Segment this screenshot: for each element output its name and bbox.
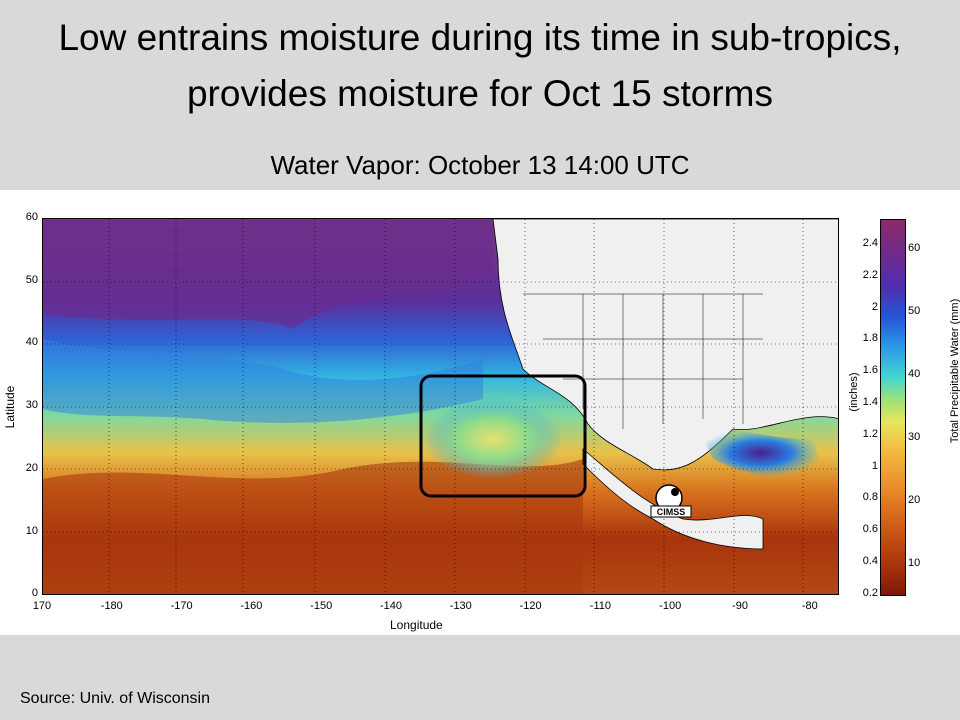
slide-title: Low entrains moisture during its time in… — [58, 17, 902, 114]
subtropical-low-moisture — [423, 399, 563, 479]
cimss-logo: CIMSS — [645, 482, 697, 520]
source-credit: Source: Univ. of Wisconsin — [20, 690, 210, 707]
x-tick-label: -160 — [240, 600, 263, 612]
colorbar-inch-tick: 0.2 — [862, 586, 878, 599]
mexico-central-america-land — [582, 448, 764, 550]
x-tick-label: -180 — [100, 600, 123, 612]
colorbar-mm-tick: 30 — [908, 431, 921, 443]
colorbar-inch-tick: 2 — [871, 300, 878, 313]
y-tick-label: 50 — [25, 273, 38, 286]
colorbar-inch-tick: 0.8 — [862, 491, 878, 504]
x-tick-label: -110 — [589, 600, 611, 612]
x-axis-label: Longitude — [390, 618, 443, 632]
colorbar-inch-tick: 1.8 — [862, 332, 878, 345]
colorbar-mm-tick: 50 — [908, 305, 921, 317]
y-tick-label: 30 — [25, 399, 38, 412]
y-tick-label: 20 — [25, 461, 38, 474]
colorbar-inch-tick: 0.4 — [862, 555, 878, 567]
x-tick-label: -150 — [310, 600, 333, 612]
x-tick-label: -80 — [801, 600, 818, 612]
x-tick-label: 170 — [32, 600, 52, 612]
colorbar — [880, 219, 906, 596]
logo-text: CIMSS — [657, 507, 686, 517]
x-tick-label: -130 — [449, 600, 472, 612]
water-vapor-map — [42, 218, 839, 595]
y-tick-label: 10 — [25, 524, 38, 537]
colorbar-inch-tick: 0.6 — [862, 523, 878, 536]
x-tick-label: -140 — [379, 600, 403, 612]
x-tick-label: -120 — [519, 600, 542, 612]
colorbar-mm-tick: 40 — [908, 368, 921, 380]
x-tick-label: -100 — [659, 600, 682, 612]
colorbar-inch-tick: 1.4 — [862, 396, 878, 408]
y-tick-label: 40 — [25, 336, 38, 349]
colorbar-mm-tick: 60 — [908, 242, 921, 254]
colorbar-mm-tick: 10 — [908, 557, 921, 569]
colorbar-inch-tick: 1.2 — [862, 427, 878, 440]
map-graphic — [43, 219, 838, 594]
x-tick-label: -90 — [732, 600, 748, 612]
colorbar-mm-label: Total Precipitable Water (mm) — [949, 298, 960, 444]
colorbar-inches-label: (inches) — [848, 372, 860, 412]
y-axis-label: Latitude — [3, 385, 17, 429]
y-tick-label: 60 — [25, 211, 38, 223]
water-vapor-figure: CIMSS 60 50 40 30 20 10 0 170 -180 -170 -160 -150 -… — [0, 190, 960, 635]
slide-subtitle: Water Vapor: October 13 14:00 UTC — [270, 150, 690, 180]
colorbar-inch-tick: 1 — [871, 459, 878, 472]
x-tick-label: -170 — [170, 600, 193, 612]
highlight-box — [419, 374, 587, 498]
gulf-of-mexico — [698, 428, 823, 479]
colorbar-inch-tick: 2.4 — [862, 237, 878, 249]
colorbar-mm-tick: 20 — [908, 494, 921, 506]
y-tick-label: 0 — [31, 587, 38, 600]
colorbar-inch-tick: 1.6 — [862, 364, 878, 377]
colorbar-inch-tick: 2.2 — [862, 268, 878, 281]
